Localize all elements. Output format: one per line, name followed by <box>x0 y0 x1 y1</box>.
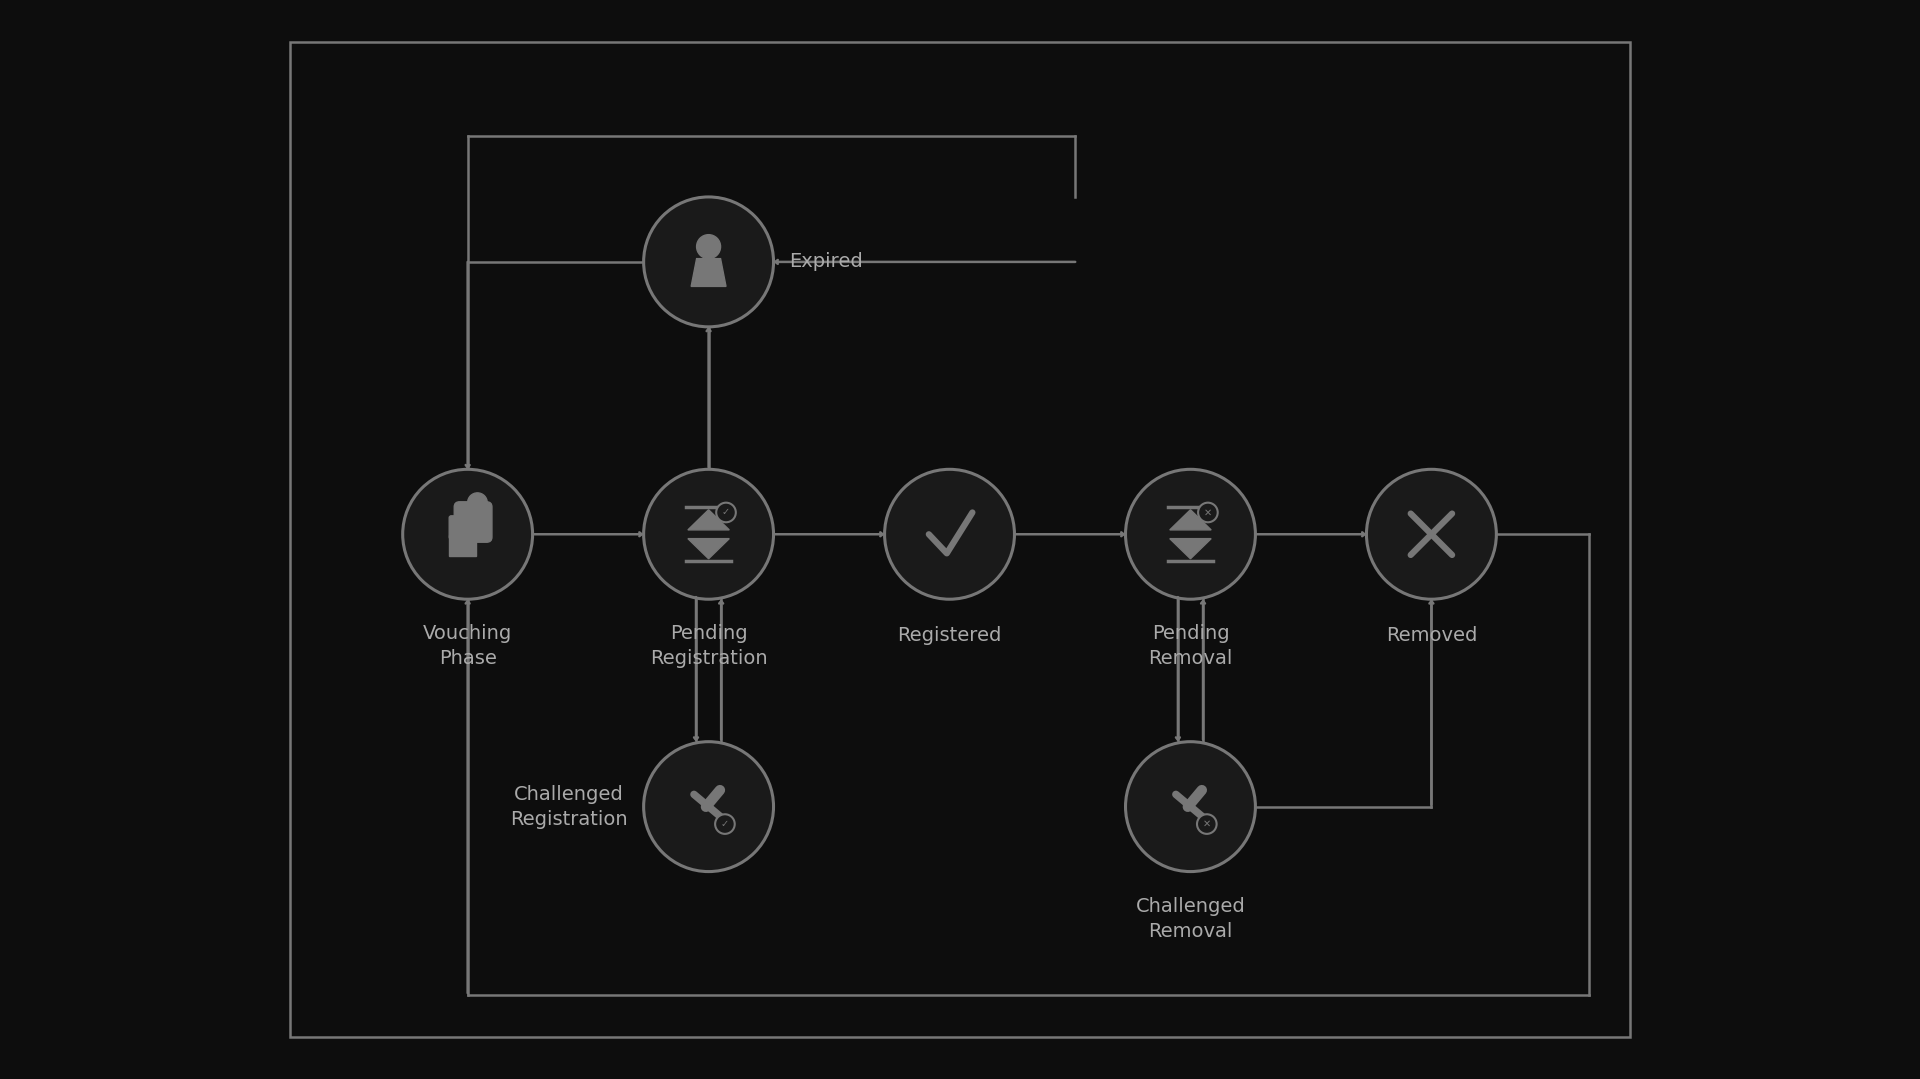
Circle shape <box>1125 741 1256 872</box>
Polygon shape <box>691 259 726 286</box>
Circle shape <box>716 503 735 522</box>
Text: Expired: Expired <box>789 252 862 272</box>
FancyBboxPatch shape <box>455 502 492 543</box>
Circle shape <box>697 234 720 259</box>
Circle shape <box>885 469 1014 599</box>
Polygon shape <box>687 509 730 530</box>
FancyBboxPatch shape <box>470 516 480 540</box>
Text: Pending
Removal: Pending Removal <box>1148 625 1233 668</box>
Circle shape <box>1196 815 1217 834</box>
Text: Challenged
Registration: Challenged Registration <box>511 784 628 829</box>
Text: Registered: Registered <box>897 627 1002 645</box>
FancyBboxPatch shape <box>457 516 467 540</box>
Circle shape <box>403 469 532 599</box>
Text: Challenged
Removal: Challenged Removal <box>1135 897 1246 941</box>
Text: ✓: ✓ <box>722 507 730 518</box>
Circle shape <box>643 469 774 599</box>
Bar <box>449 535 476 556</box>
FancyBboxPatch shape <box>463 516 472 540</box>
Polygon shape <box>687 538 730 559</box>
Circle shape <box>468 493 488 513</box>
FancyBboxPatch shape <box>449 516 459 540</box>
Text: Vouching
Phase: Vouching Phase <box>422 625 513 668</box>
Text: Pending
Registration: Pending Registration <box>649 625 768 668</box>
Text: ✓: ✓ <box>720 819 730 829</box>
Circle shape <box>643 197 774 327</box>
Circle shape <box>1198 503 1217 522</box>
Circle shape <box>1125 469 1256 599</box>
Text: ✕: ✕ <box>1202 819 1212 829</box>
Polygon shape <box>1169 509 1212 530</box>
Circle shape <box>1367 469 1496 599</box>
Text: ✕: ✕ <box>1204 507 1212 518</box>
Circle shape <box>714 815 735 834</box>
Circle shape <box>643 741 774 872</box>
Polygon shape <box>1169 538 1212 559</box>
Text: Removed: Removed <box>1386 627 1476 645</box>
